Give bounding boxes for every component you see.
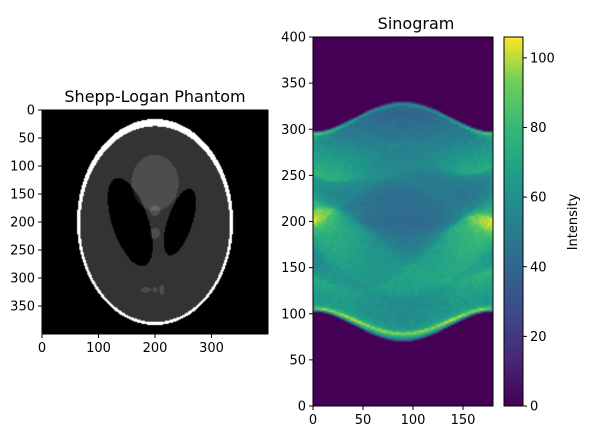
sinogram-y-tick-label: 250: [281, 169, 306, 184]
colorbar-tick-label: 80: [530, 121, 547, 136]
phantom-y-tick-label: 200: [10, 216, 35, 231]
colorbar-tick-label: 60: [530, 191, 547, 206]
sinogram-y-axis: 0 50 100 150 200 250 300 350 400: [281, 31, 313, 415]
sinogram-title: Sinogram: [378, 14, 455, 33]
sinogram-image: [313, 37, 493, 406]
sinogram-x-tick-label: 100: [401, 413, 426, 428]
sinogram-y-tick-label: 350: [281, 77, 306, 92]
sinogram-y-tick-label: 150: [281, 261, 306, 276]
colorbar-tick-label: 20: [530, 330, 547, 345]
phantom-y-tick-label: 150: [10, 188, 35, 203]
sinogram-x-tick-label: 0: [309, 413, 317, 428]
phantom-image: [42, 110, 268, 334]
phantom-y-tick-label: 50: [18, 132, 35, 147]
phantom-y-tick-label: 100: [10, 160, 35, 175]
phantom-y-tick-label: 300: [10, 272, 35, 287]
sinogram-y-tick-label: 400: [281, 31, 306, 46]
sinogram-y-tick-label: 100: [281, 307, 306, 322]
sinogram-x-tick-label: 50: [355, 413, 372, 428]
phantom-x-axis: 0 100 200 300: [38, 334, 224, 356]
sinogram-panel: Sinogram 0 50 100 150 0 50 100 150 200 250 300 350…: [281, 14, 494, 428]
sinogram-y-tick-label: 200: [281, 215, 306, 230]
phantom-y-axis: 0 50 100 150 200 250 300 350: [10, 104, 42, 315]
phantom-x-tick-label: 100: [86, 341, 111, 356]
colorbar-label: Intensity: [566, 193, 581, 250]
colorbar-ticks: 0 20 40 60 80 100: [523, 51, 555, 415]
phantom-x-tick-label: 300: [199, 341, 224, 356]
colorbar-tick-label: 40: [530, 260, 547, 275]
sinogram-y-tick-label: 0: [298, 400, 306, 415]
colorbar: 0 20 40 60 80 100 Intensity: [503, 36, 581, 415]
sinogram-x-tick-label: 150: [451, 413, 476, 428]
phantom-x-tick-label: 200: [143, 341, 168, 356]
phantom-x-tick-label: 0: [38, 341, 46, 356]
colorbar-gradient: [504, 37, 523, 406]
phantom-y-tick-label: 0: [27, 104, 35, 119]
colorbar-tick-label: 0: [530, 400, 538, 415]
phantom-y-tick-label: 350: [10, 300, 35, 315]
sinogram-y-tick-label: 50: [289, 353, 306, 368]
sinogram-y-tick-label: 300: [281, 123, 306, 138]
colorbar-frame: [503, 36, 524, 407]
phantom-y-tick-label: 250: [10, 244, 35, 259]
phantom-panel: Shepp-Logan Phantom 0 100 200 300 0 50 100 150…: [10, 87, 269, 356]
phantom-title: Shepp-Logan Phantom: [64, 87, 245, 106]
sinogram-x-axis: 0 50 100 150: [309, 406, 476, 428]
colorbar-tick-label: 100: [530, 51, 555, 66]
